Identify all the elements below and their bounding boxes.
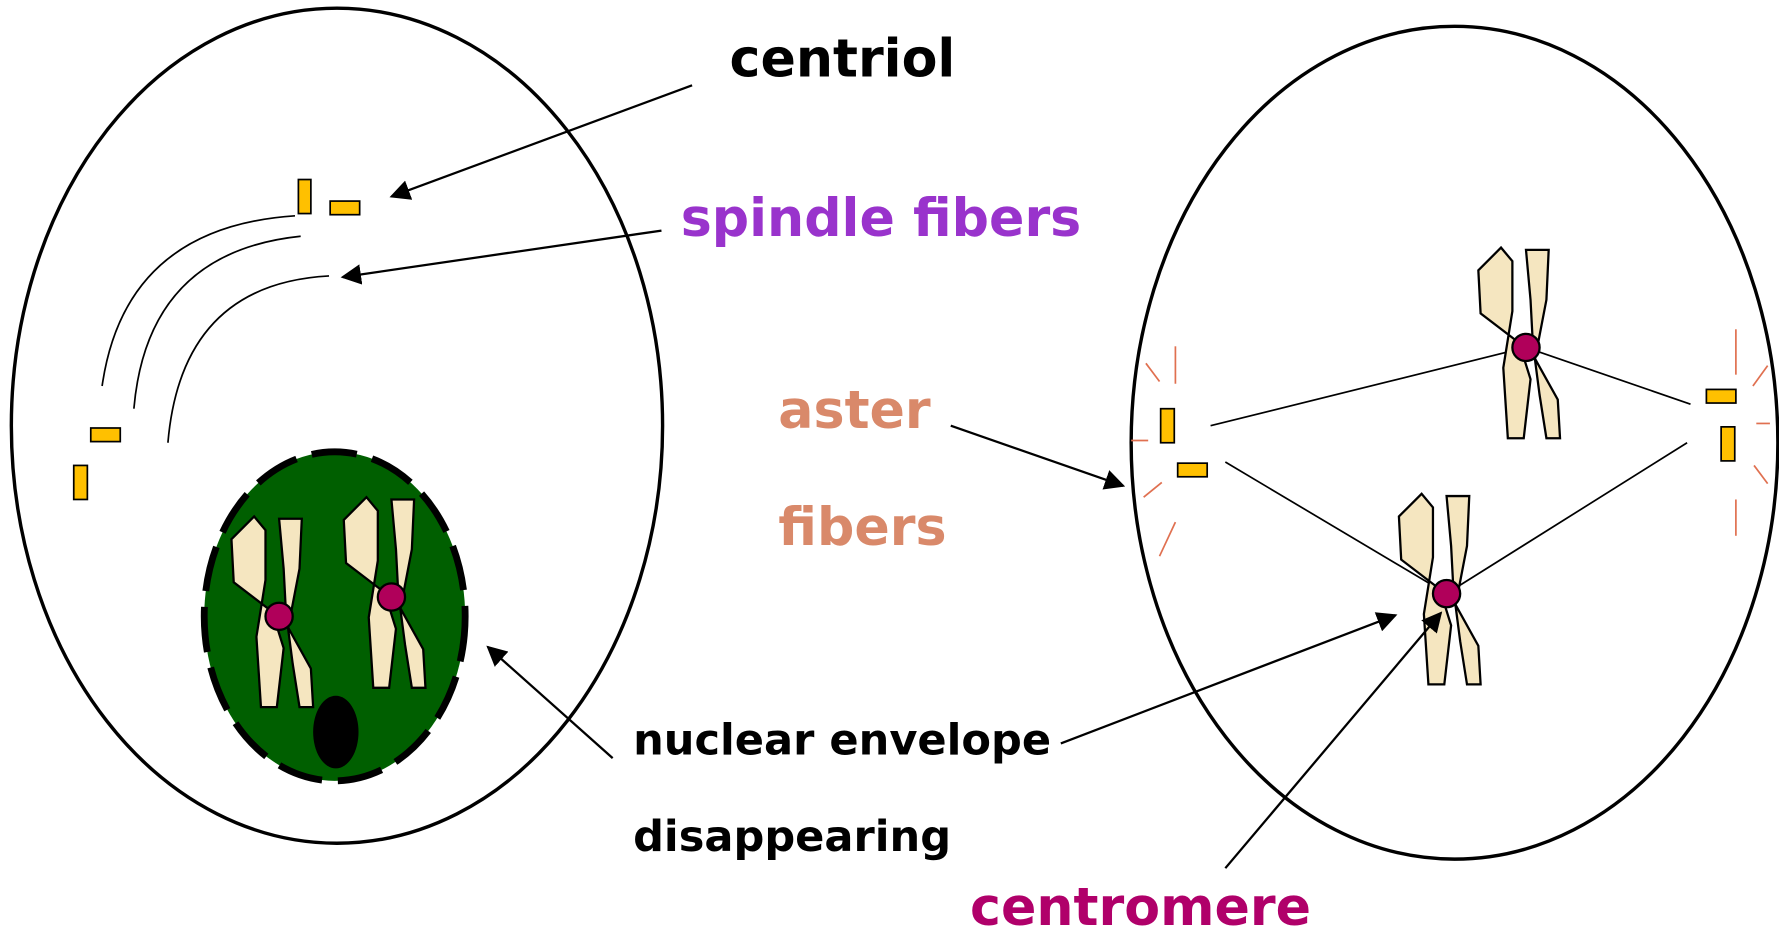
label-nuclear-envelope: nuclear envelope [633, 716, 1051, 766]
chromosome [1478, 248, 1560, 439]
chromosome [1399, 494, 1481, 685]
spindle-arcs [102, 216, 329, 443]
label-centromere: centromere [970, 878, 1311, 932]
label-aster: aster [778, 381, 931, 441]
label-centriol: centriol [730, 29, 956, 89]
label-disappearing: disappearing [633, 812, 951, 862]
nucleolus [313, 696, 358, 769]
right-cell [1131, 26, 1778, 859]
page: {"labels": {"centriol": "centriol", "spi… [0, 0, 1779, 932]
label-fibers: fibers [778, 498, 946, 558]
diagram: centriol spindle fibers aster fibers nuc… [0, 0, 1779, 932]
label-spindle-fibers: spindle fibers [681, 189, 1082, 249]
